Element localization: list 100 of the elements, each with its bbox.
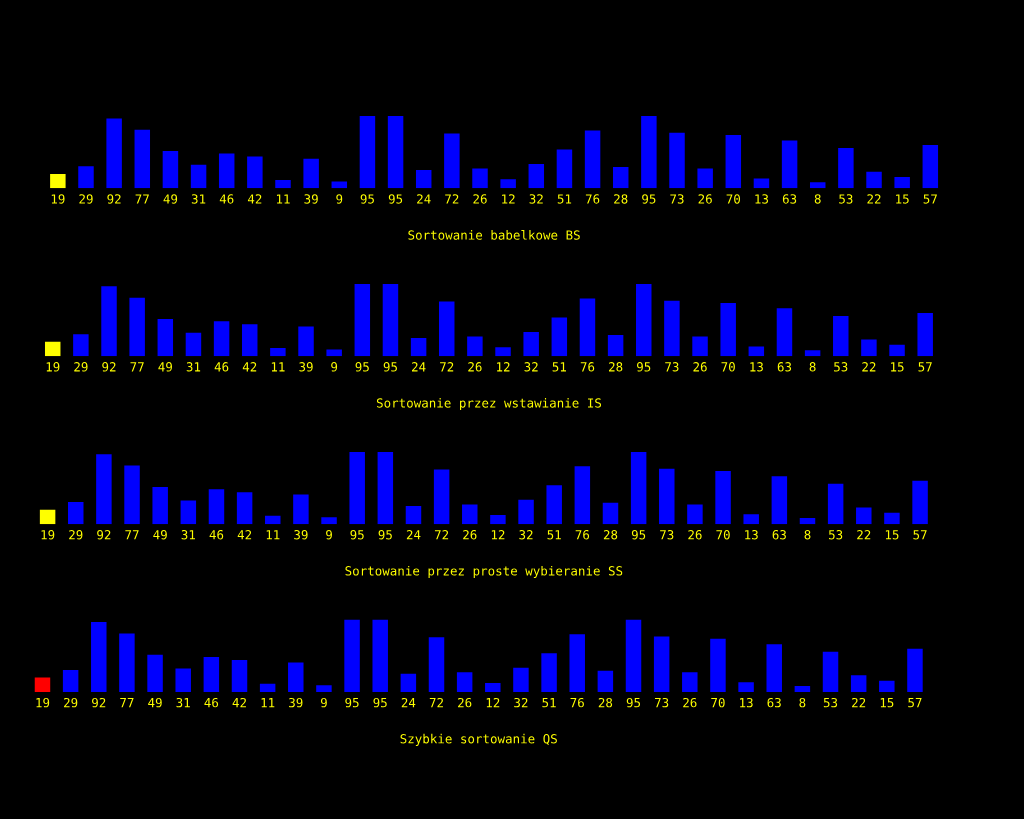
data-label: 95	[637, 362, 651, 372]
bar	[359, 116, 376, 189]
data-label: 15	[880, 698, 894, 708]
data-label: 73	[660, 530, 674, 540]
data-label: 92	[102, 362, 116, 372]
bar	[794, 685, 811, 693]
bar	[612, 167, 629, 189]
bar	[316, 685, 332, 693]
bar	[91, 622, 107, 693]
data-label: 73	[670, 194, 684, 204]
bar	[101, 286, 117, 357]
bar	[377, 451, 394, 525]
bar	[748, 346, 765, 357]
bar	[692, 336, 708, 357]
data-label: 57	[913, 530, 927, 540]
data-label: 95	[355, 362, 369, 372]
data-label: 70	[711, 697, 725, 708]
bar	[259, 683, 276, 693]
data-label: 32	[529, 194, 543, 204]
bar	[415, 170, 432, 189]
data-label: 77	[135, 194, 149, 204]
data-label: 39	[294, 530, 308, 540]
data-label: 8	[814, 194, 821, 204]
data-label: 57	[908, 698, 922, 708]
data-label: 31	[191, 194, 206, 204]
bar	[129, 297, 145, 357]
bar	[275, 180, 291, 189]
data-label: 22	[852, 697, 866, 708]
bar	[185, 332, 202, 357]
data-label: 53	[828, 530, 843, 540]
bar	[456, 672, 473, 693]
bar	[579, 298, 596, 357]
data-label: 11	[266, 530, 280, 540]
data-label: 26	[698, 194, 712, 204]
bar	[218, 153, 235, 189]
data-label: 95	[373, 697, 387, 708]
bar	[303, 158, 319, 189]
bar	[513, 667, 529, 693]
data-label: 63	[777, 362, 792, 372]
bar	[743, 514, 759, 525]
data-label: 28	[603, 530, 618, 540]
data-label: 13	[755, 194, 769, 204]
bar	[551, 317, 568, 357]
data-label: 42	[247, 194, 262, 204]
bar	[861, 339, 877, 357]
bar	[584, 130, 601, 189]
data-label: 8	[799, 697, 806, 708]
data-label: 76	[580, 362, 595, 372]
bar	[298, 326, 314, 357]
data-label: 15	[896, 194, 909, 204]
bar	[776, 308, 793, 357]
bar	[400, 673, 417, 693]
bar	[607, 334, 624, 357]
bar	[462, 504, 478, 525]
x-axis-title: Sortowanie przez wstawianie IS	[376, 398, 602, 411]
data-label: 31	[176, 697, 190, 708]
data-label: 77	[130, 362, 144, 372]
data-label: 26	[458, 697, 472, 708]
data-label: 63	[767, 697, 781, 708]
data-label: 26	[463, 530, 477, 540]
bar	[630, 451, 647, 525]
bar	[439, 301, 455, 357]
bar	[574, 466, 591, 525]
bar	[78, 166, 94, 189]
bar	[827, 483, 844, 525]
data-label: 72	[445, 194, 459, 204]
data-label: 72	[434, 530, 449, 540]
bar	[659, 468, 675, 525]
bar	[428, 637, 445, 693]
bar	[766, 644, 782, 693]
bar	[636, 284, 652, 357]
bar	[213, 321, 230, 357]
bar	[270, 347, 286, 357]
bar	[518, 499, 534, 525]
bar	[372, 619, 388, 693]
bar	[664, 300, 680, 357]
data-label: 15	[891, 362, 904, 372]
bar	[444, 133, 460, 189]
bar	[866, 171, 882, 189]
data-label: 46	[214, 362, 229, 372]
bar	[387, 116, 404, 189]
bar	[152, 486, 168, 525]
bar	[889, 344, 905, 357]
bar	[382, 284, 399, 357]
data-label: 9	[320, 697, 327, 708]
bar	[39, 509, 56, 525]
bar	[157, 318, 174, 357]
bar	[822, 651, 839, 693]
data-label: 19	[51, 194, 65, 204]
data-label: 70	[716, 530, 730, 540]
data-label: 73	[654, 697, 669, 708]
data-label: 95	[642, 194, 656, 204]
data-label: 26	[683, 697, 697, 708]
bar	[106, 118, 122, 189]
bar	[523, 331, 539, 357]
bar	[838, 148, 854, 189]
data-label: 12	[497, 362, 510, 372]
data-label: 29	[64, 697, 78, 708]
bar	[641, 116, 657, 189]
data-label: 22	[857, 530, 871, 540]
